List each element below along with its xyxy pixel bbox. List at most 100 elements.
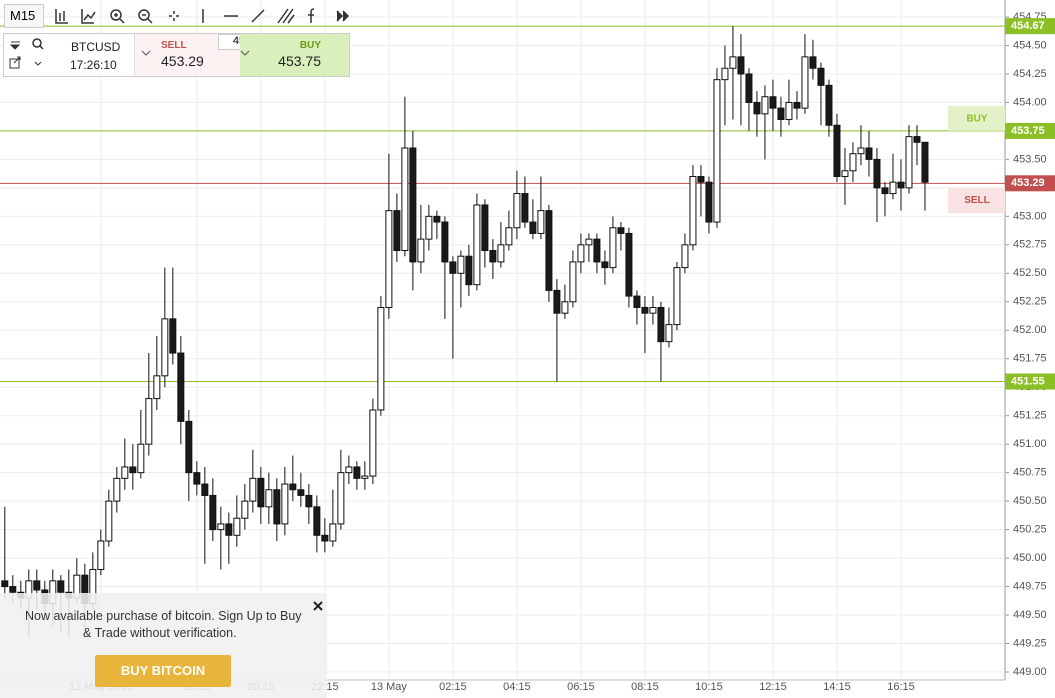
candle-body bbox=[473, 204, 481, 286]
candle-body bbox=[633, 295, 641, 308]
candle-body bbox=[105, 500, 113, 542]
axis-panel bbox=[1005, 0, 1055, 698]
price-tag-label: 451.55 bbox=[1011, 375, 1045, 387]
x-tick-label: 06:15 bbox=[567, 681, 595, 693]
y-tick-label: 449.25 bbox=[1013, 637, 1047, 649]
candle-body bbox=[417, 238, 425, 263]
promo-text: & Trade without verification. bbox=[83, 626, 237, 640]
candle-body bbox=[305, 494, 313, 508]
level-tag-label: SELL bbox=[964, 195, 990, 206]
ticker-icons[interactable] bbox=[4, 34, 64, 76]
candle-body bbox=[185, 420, 193, 474]
candle-body bbox=[1, 580, 9, 588]
price-tag bbox=[1005, 175, 1055, 192]
candle-body bbox=[713, 79, 721, 223]
candle-body bbox=[409, 147, 417, 263]
candle-body bbox=[857, 147, 865, 155]
sell-price: 453.29 bbox=[161, 53, 204, 69]
candle-body bbox=[241, 500, 249, 519]
candle-body bbox=[889, 181, 897, 195]
candle-body bbox=[337, 472, 345, 525]
candle-body bbox=[353, 466, 361, 479]
candle-body bbox=[177, 352, 185, 422]
candle-body bbox=[865, 147, 873, 160]
price-tag bbox=[1005, 122, 1055, 139]
candle-body bbox=[705, 181, 713, 223]
y-tick-label: 450.25 bbox=[1013, 524, 1047, 536]
toolbar-icons[interactable] bbox=[48, 4, 358, 28]
candle-body bbox=[289, 483, 297, 491]
candle-body bbox=[385, 210, 393, 308]
candle-body bbox=[441, 221, 449, 263]
x-tick-label: 16:15 bbox=[887, 681, 915, 693]
sell-arrow bbox=[141, 50, 151, 56]
buy-price: 453.75 bbox=[278, 53, 321, 69]
price-tag bbox=[1005, 373, 1055, 390]
candle-body bbox=[121, 466, 129, 479]
y-tick-label: 454.00 bbox=[1013, 96, 1047, 108]
x-tick-label: 02:15 bbox=[439, 681, 467, 693]
candle-body bbox=[545, 210, 553, 291]
candle-body bbox=[401, 147, 409, 252]
candle-body bbox=[249, 477, 257, 502]
candle-body bbox=[777, 107, 785, 121]
candle-body bbox=[657, 306, 665, 343]
buy-box[interactable]: BUY 453.75 bbox=[240, 34, 349, 76]
interval-label: M15 bbox=[10, 8, 36, 23]
candle-body bbox=[577, 244, 585, 263]
candle-body bbox=[9, 586, 17, 593]
candle-body bbox=[585, 238, 593, 246]
candle-body bbox=[313, 506, 321, 536]
candle-body bbox=[425, 215, 433, 240]
close-button[interactable] bbox=[313, 601, 323, 611]
y-tick-label: 454.25 bbox=[1013, 68, 1047, 80]
candle-body bbox=[489, 250, 497, 263]
price-tag-label: 453.29 bbox=[1011, 177, 1045, 189]
y-tick-label: 450.75 bbox=[1013, 467, 1047, 479]
candle-body bbox=[801, 56, 809, 109]
candle-body bbox=[897, 181, 905, 189]
x-tick-label: 12:15 bbox=[759, 681, 787, 693]
candle-body bbox=[681, 244, 689, 269]
candle-body bbox=[273, 489, 281, 525]
candle-body bbox=[97, 540, 105, 570]
symbol: BTCUSD bbox=[71, 40, 121, 54]
clock: 17:26:10 bbox=[70, 58, 117, 72]
candle-body bbox=[497, 244, 505, 263]
candle-body bbox=[361, 475, 369, 479]
candle-body bbox=[369, 409, 377, 477]
candle-body bbox=[769, 96, 777, 109]
x-tick-label: 13 May bbox=[371, 681, 408, 693]
candle-body bbox=[753, 101, 761, 115]
buy-arrow bbox=[240, 50, 250, 56]
interval-button[interactable]: M15 bbox=[4, 4, 44, 28]
candle-body bbox=[833, 124, 841, 177]
candle-body bbox=[225, 523, 233, 536]
candle-body bbox=[297, 489, 305, 496]
candle-body bbox=[793, 101, 801, 109]
candle-body bbox=[729, 56, 737, 69]
candle-body bbox=[481, 204, 489, 252]
buy-bitcoin-button[interactable]: BUY BITCOIN bbox=[95, 655, 231, 687]
candle-body bbox=[377, 306, 385, 411]
candle-body bbox=[145, 398, 153, 445]
candle-body bbox=[457, 255, 465, 274]
candle-body bbox=[689, 175, 697, 246]
candle-body bbox=[265, 489, 273, 508]
candle-body bbox=[257, 477, 265, 508]
y-tick-label: 452.00 bbox=[1013, 324, 1047, 336]
candle-body bbox=[809, 56, 817, 69]
candle-body bbox=[913, 136, 921, 143]
candle-body bbox=[761, 96, 769, 115]
candle-body bbox=[617, 227, 625, 234]
candle-body bbox=[529, 221, 537, 234]
ticker-panel: BTCUSD 17:26:10 SELL 453.29 45 BUY 453.7… bbox=[3, 33, 350, 77]
candle-body bbox=[513, 193, 521, 229]
candle-body bbox=[217, 523, 225, 531]
x-tick-label: 14:15 bbox=[823, 681, 851, 693]
candle-body bbox=[281, 483, 289, 525]
candle-body bbox=[785, 101, 793, 121]
y-tick-label: 452.25 bbox=[1013, 296, 1047, 308]
candle-body bbox=[465, 255, 473, 286]
level-tag bbox=[948, 188, 1005, 214]
